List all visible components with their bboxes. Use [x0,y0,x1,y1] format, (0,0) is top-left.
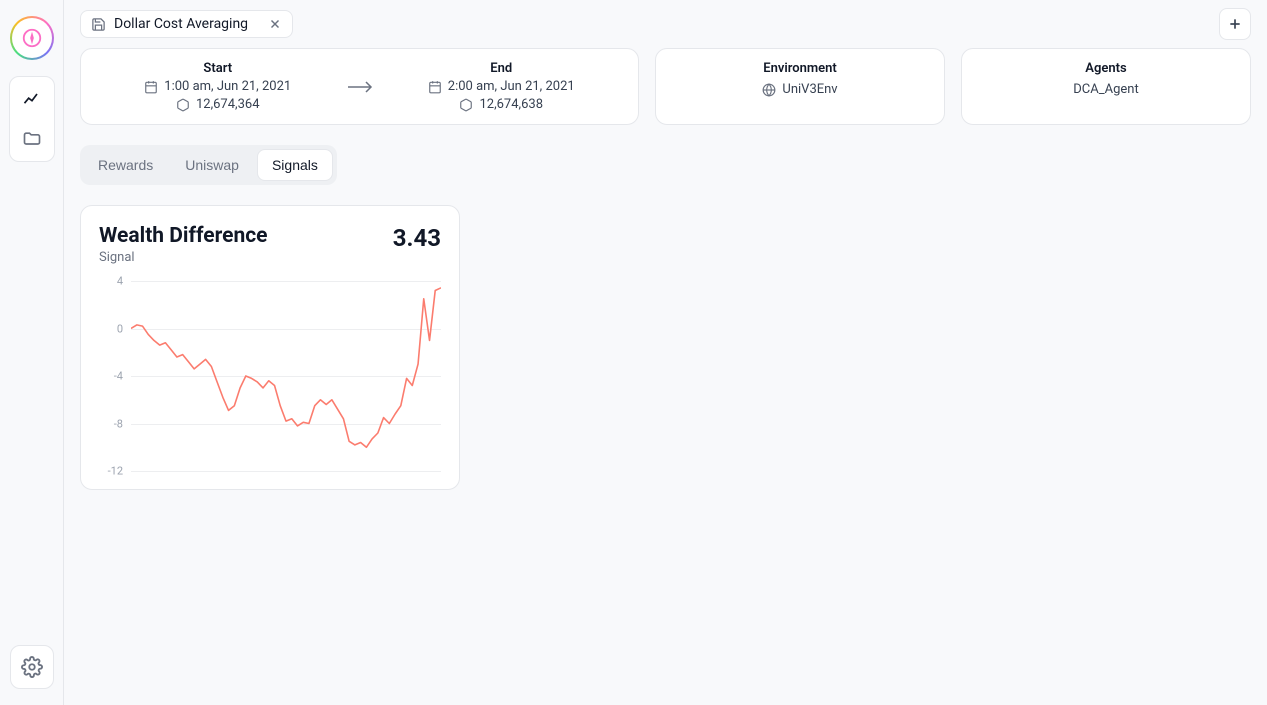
tab-signals[interactable]: Signals [257,149,333,181]
close-icon [268,17,282,31]
tab-uniswap[interactable]: Uniswap [171,149,253,181]
wealth-chart-card: Wealth Difference Signal 3.43 40-4-8-12 [80,205,460,490]
start-label: Start [203,61,232,76]
chart-plot: 40-4-8-12 [99,281,441,471]
folder-icon [22,129,42,149]
add-button[interactable] [1219,8,1251,40]
agents-value: DCA_Agent [1073,82,1138,97]
view-tabs: Rewards Uniswap Signals [80,145,337,185]
timerange-card: Start 1:00 am, Jun 21, 2021 12,674,364 E… [80,48,639,125]
arrow-divider [339,80,381,94]
tab-rewards[interactable]: Rewards [84,149,167,181]
chart-title: Wealth Difference [99,224,268,248]
chart-subtitle: Signal [99,250,268,265]
end-label: End [490,61,512,76]
calendar-icon [428,80,442,94]
gear-icon [21,656,43,678]
environment-card: Environment UniV3Env [655,48,945,125]
agents-label: Agents [1085,61,1126,76]
start-time: 1:00 am, Jun 21, 2021 [164,79,291,94]
tab-close[interactable] [268,17,282,31]
page-tab-label: Dollar Cost Averaging [114,16,248,32]
block-icon [176,98,190,112]
globe-icon [762,83,776,97]
app-logo[interactable] [10,16,54,60]
calendar-icon [144,80,158,94]
plus-icon [1227,16,1243,32]
end-time: 2:00 am, Jun 21, 2021 [448,79,575,94]
arrow-right-icon [347,80,373,94]
agents-card: Agents DCA_Agent [961,48,1251,125]
start-block: 12,674,364 [196,97,260,112]
page-tab[interactable]: Dollar Cost Averaging [80,10,293,38]
environment-label: Environment [763,61,837,76]
block-icon [459,98,473,112]
settings-button[interactable] [10,645,54,689]
chart-value: 3.43 [393,224,441,252]
nav-analytics[interactable] [14,81,50,117]
end-block: 12,674,638 [479,97,543,112]
environment-value: UniV3Env [782,82,837,97]
nav-files[interactable] [14,121,50,157]
save-icon [91,17,106,32]
line-chart-icon [22,89,42,109]
